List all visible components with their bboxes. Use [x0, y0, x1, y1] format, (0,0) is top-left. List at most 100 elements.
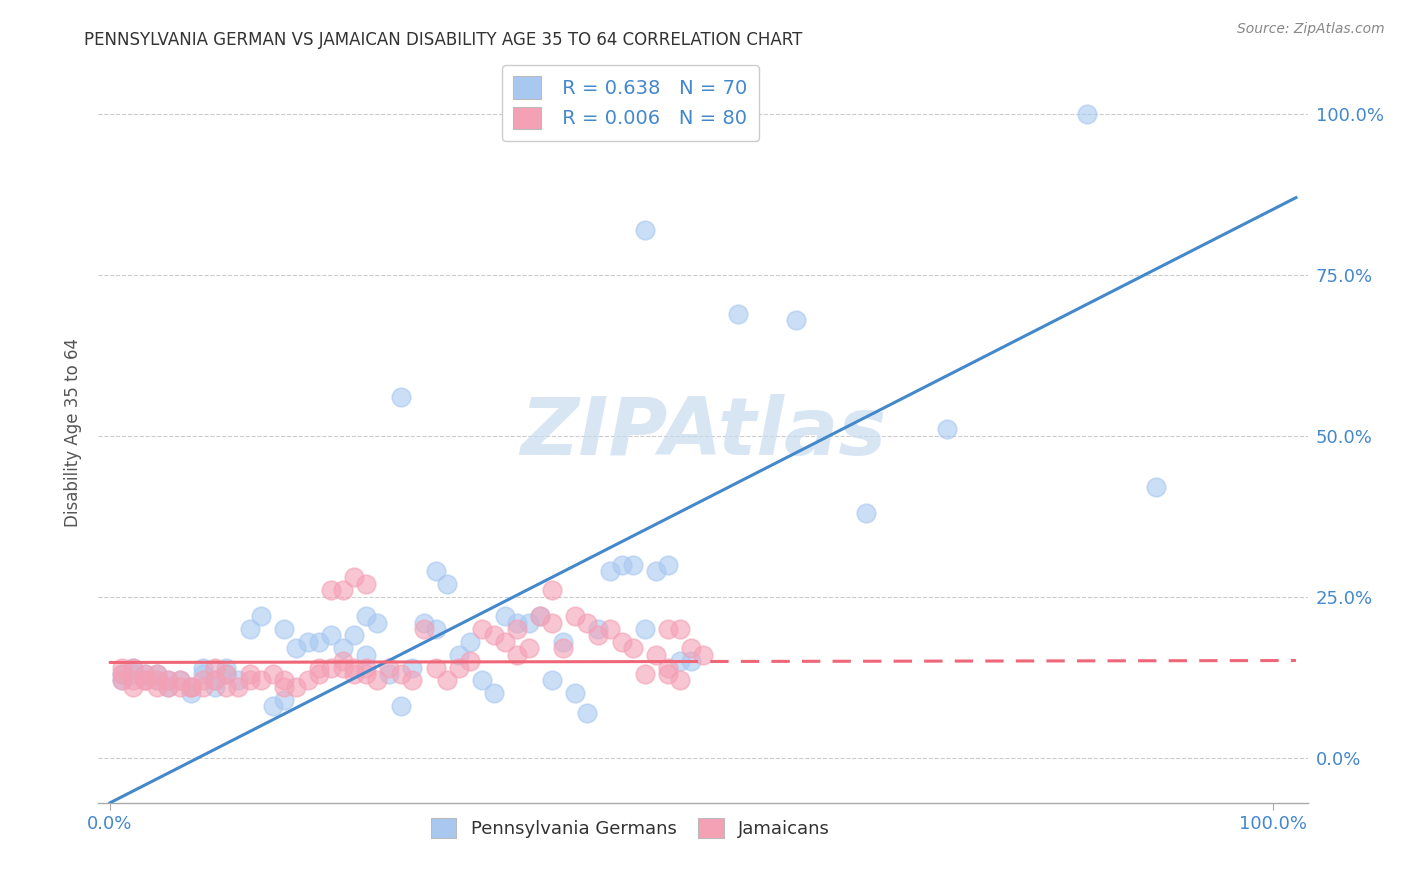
Point — [308, 635, 330, 649]
Point — [191, 660, 214, 674]
Point — [657, 622, 679, 636]
Point — [215, 667, 238, 681]
Point — [634, 667, 657, 681]
Text: PENNSYLVANIA GERMAN VS JAMAICAN DISABILITY AGE 35 TO 64 CORRELATION CHART: PENNSYLVANIA GERMAN VS JAMAICAN DISABILI… — [84, 31, 803, 49]
Point — [378, 667, 401, 681]
Point — [471, 622, 494, 636]
Point — [134, 673, 156, 688]
Point — [366, 673, 388, 688]
Point — [250, 673, 273, 688]
Point — [262, 699, 284, 714]
Point — [332, 654, 354, 668]
Point — [668, 673, 690, 688]
Point — [540, 583, 562, 598]
Point — [354, 648, 377, 662]
Point — [621, 558, 644, 572]
Point — [506, 622, 529, 636]
Point — [145, 673, 167, 688]
Point — [471, 673, 494, 688]
Point — [460, 635, 482, 649]
Point — [343, 660, 366, 674]
Y-axis label: Disability Age 35 to 64: Disability Age 35 to 64 — [65, 338, 83, 527]
Point — [634, 622, 657, 636]
Point — [657, 667, 679, 681]
Point — [215, 660, 238, 674]
Point — [645, 648, 668, 662]
Point — [354, 667, 377, 681]
Point — [191, 667, 214, 681]
Point — [540, 615, 562, 630]
Point — [180, 680, 202, 694]
Point — [354, 660, 377, 674]
Point — [517, 615, 540, 630]
Point — [460, 654, 482, 668]
Point — [482, 628, 505, 642]
Point — [169, 680, 191, 694]
Point — [204, 680, 226, 694]
Point — [681, 654, 703, 668]
Point — [226, 673, 249, 688]
Point — [540, 673, 562, 688]
Point — [575, 706, 598, 720]
Point — [343, 667, 366, 681]
Point — [436, 577, 458, 591]
Point — [297, 635, 319, 649]
Point — [134, 667, 156, 681]
Point — [308, 667, 330, 681]
Text: ZIPAtlas: ZIPAtlas — [520, 393, 886, 472]
Point — [401, 673, 423, 688]
Point — [657, 660, 679, 674]
Point — [239, 673, 262, 688]
Point — [343, 570, 366, 584]
Point — [111, 673, 134, 688]
Point — [145, 667, 167, 681]
Point — [692, 648, 714, 662]
Point — [366, 615, 388, 630]
Point — [297, 673, 319, 688]
Point — [111, 667, 134, 681]
Point — [111, 667, 134, 681]
Point — [588, 622, 610, 636]
Point — [413, 615, 436, 630]
Point — [157, 673, 180, 688]
Point — [564, 609, 586, 624]
Point — [855, 506, 877, 520]
Point — [273, 693, 295, 707]
Point — [389, 390, 412, 404]
Point — [575, 615, 598, 630]
Point — [250, 609, 273, 624]
Point — [285, 641, 308, 656]
Point — [169, 673, 191, 688]
Point — [343, 628, 366, 642]
Point — [273, 680, 295, 694]
Point — [191, 680, 214, 694]
Point — [401, 660, 423, 674]
Point — [494, 609, 516, 624]
Point — [308, 660, 330, 674]
Point — [447, 648, 470, 662]
Point — [134, 673, 156, 688]
Point — [180, 680, 202, 694]
Point — [180, 680, 202, 694]
Point — [517, 641, 540, 656]
Point — [122, 680, 145, 694]
Point — [215, 667, 238, 681]
Point — [657, 558, 679, 572]
Point — [436, 673, 458, 688]
Point — [354, 577, 377, 591]
Point — [668, 622, 690, 636]
Point — [180, 686, 202, 700]
Point — [191, 673, 214, 688]
Point — [319, 628, 342, 642]
Point — [727, 306, 749, 320]
Point — [111, 673, 134, 688]
Point — [553, 635, 575, 649]
Point — [319, 660, 342, 674]
Point — [482, 686, 505, 700]
Point — [169, 673, 191, 688]
Point — [529, 609, 551, 624]
Point — [111, 660, 134, 674]
Point — [145, 667, 167, 681]
Point — [425, 564, 447, 578]
Point — [215, 680, 238, 694]
